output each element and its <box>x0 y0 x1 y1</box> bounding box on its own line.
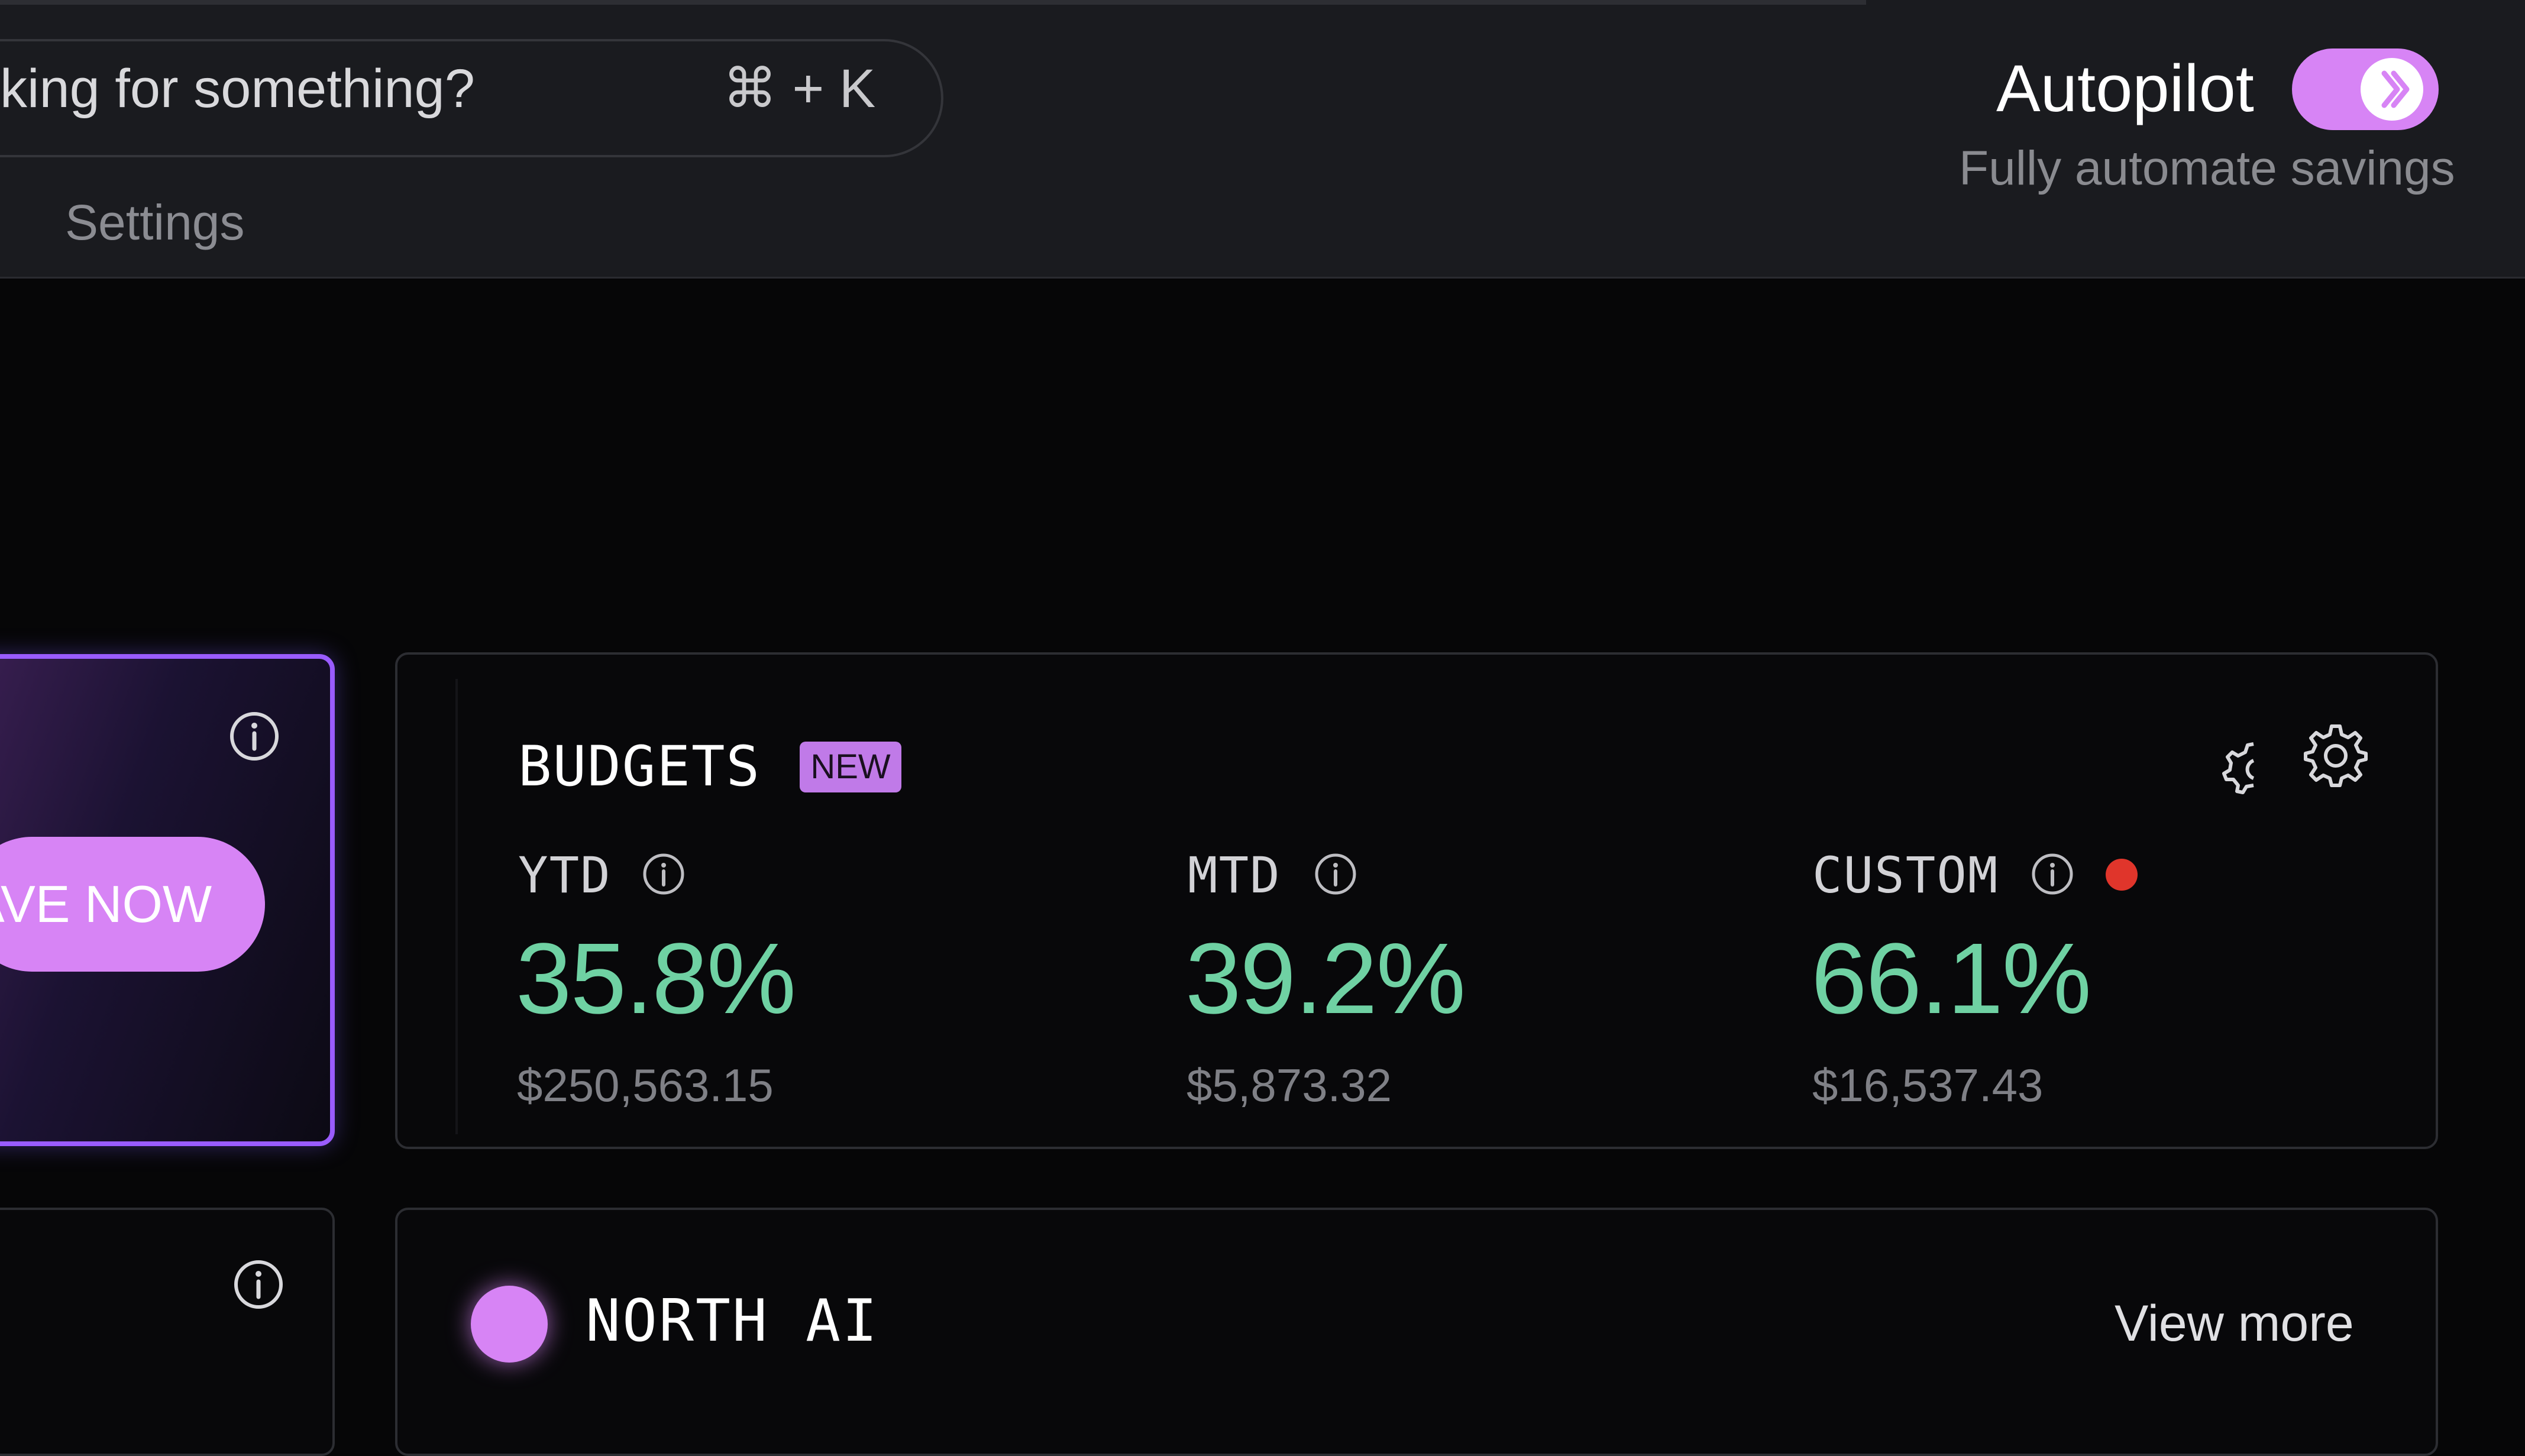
metric-value-ytd: 35.8% <box>516 923 796 1035</box>
save-now-button[interactable]: AVE NOW <box>0 837 265 972</box>
budgets-card <box>395 652 2438 1149</box>
metric-amount-ytd: $250,563.15 <box>517 1059 774 1111</box>
top-divider <box>0 0 1866 5</box>
new-badge: NEW <box>800 742 901 792</box>
info-icon[interactable] <box>232 1258 285 1314</box>
info-icon[interactable] <box>228 710 281 766</box>
autopilot-label: Autopilot <box>1996 51 2254 125</box>
north-ai-avatar <box>471 1286 548 1363</box>
north-ai-title: NORTH AI <box>586 1287 880 1355</box>
gear-icon[interactable] <box>2303 723 2368 788</box>
search-input[interactable]: king for something? <box>0 59 475 119</box>
metric-label-mtd: MTD <box>1188 846 1281 904</box>
autopilot-subtitle: Fully automate savings <box>1959 141 2455 195</box>
nav-item-settings[interactable]: Settings <box>65 195 245 250</box>
card-divider <box>455 679 458 1134</box>
info-icon[interactable] <box>2030 852 2075 900</box>
metric-label-ytd: YTD <box>518 846 612 904</box>
search-shortcut-hint: ⌘ + K <box>723 59 876 119</box>
metric-label-custom: CUSTOM <box>1812 846 1999 904</box>
metric-amount-custom: $16,537.43 <box>1812 1059 2044 1111</box>
save-now-label: AVE NOW <box>0 875 212 933</box>
metric-value-custom: 66.1% <box>1811 923 2091 1035</box>
alert-dot <box>2106 859 2138 891</box>
metric-value-mtd: 39.2% <box>1185 923 1466 1035</box>
toggle-knob <box>2361 58 2423 121</box>
double-chevron-right-icon <box>2381 70 2410 108</box>
view-more-link[interactable]: View more <box>2115 1295 2354 1352</box>
north-ai-card <box>395 1208 2438 1456</box>
top-bar: king for something? ⌘ + K Settings Autop… <box>0 0 2525 279</box>
info-icon[interactable] <box>1313 852 1358 900</box>
autopilot-toggle[interactable] <box>2292 48 2439 130</box>
partial-gear-icon[interactable] <box>2217 733 2276 798</box>
metric-amount-mtd: $5,873.32 <box>1186 1059 1392 1111</box>
info-icon[interactable] <box>641 852 686 900</box>
budgets-title: BUDGETS <box>518 735 761 799</box>
bottom-left-card <box>0 1208 335 1456</box>
search-bar[interactable] <box>0 39 943 157</box>
